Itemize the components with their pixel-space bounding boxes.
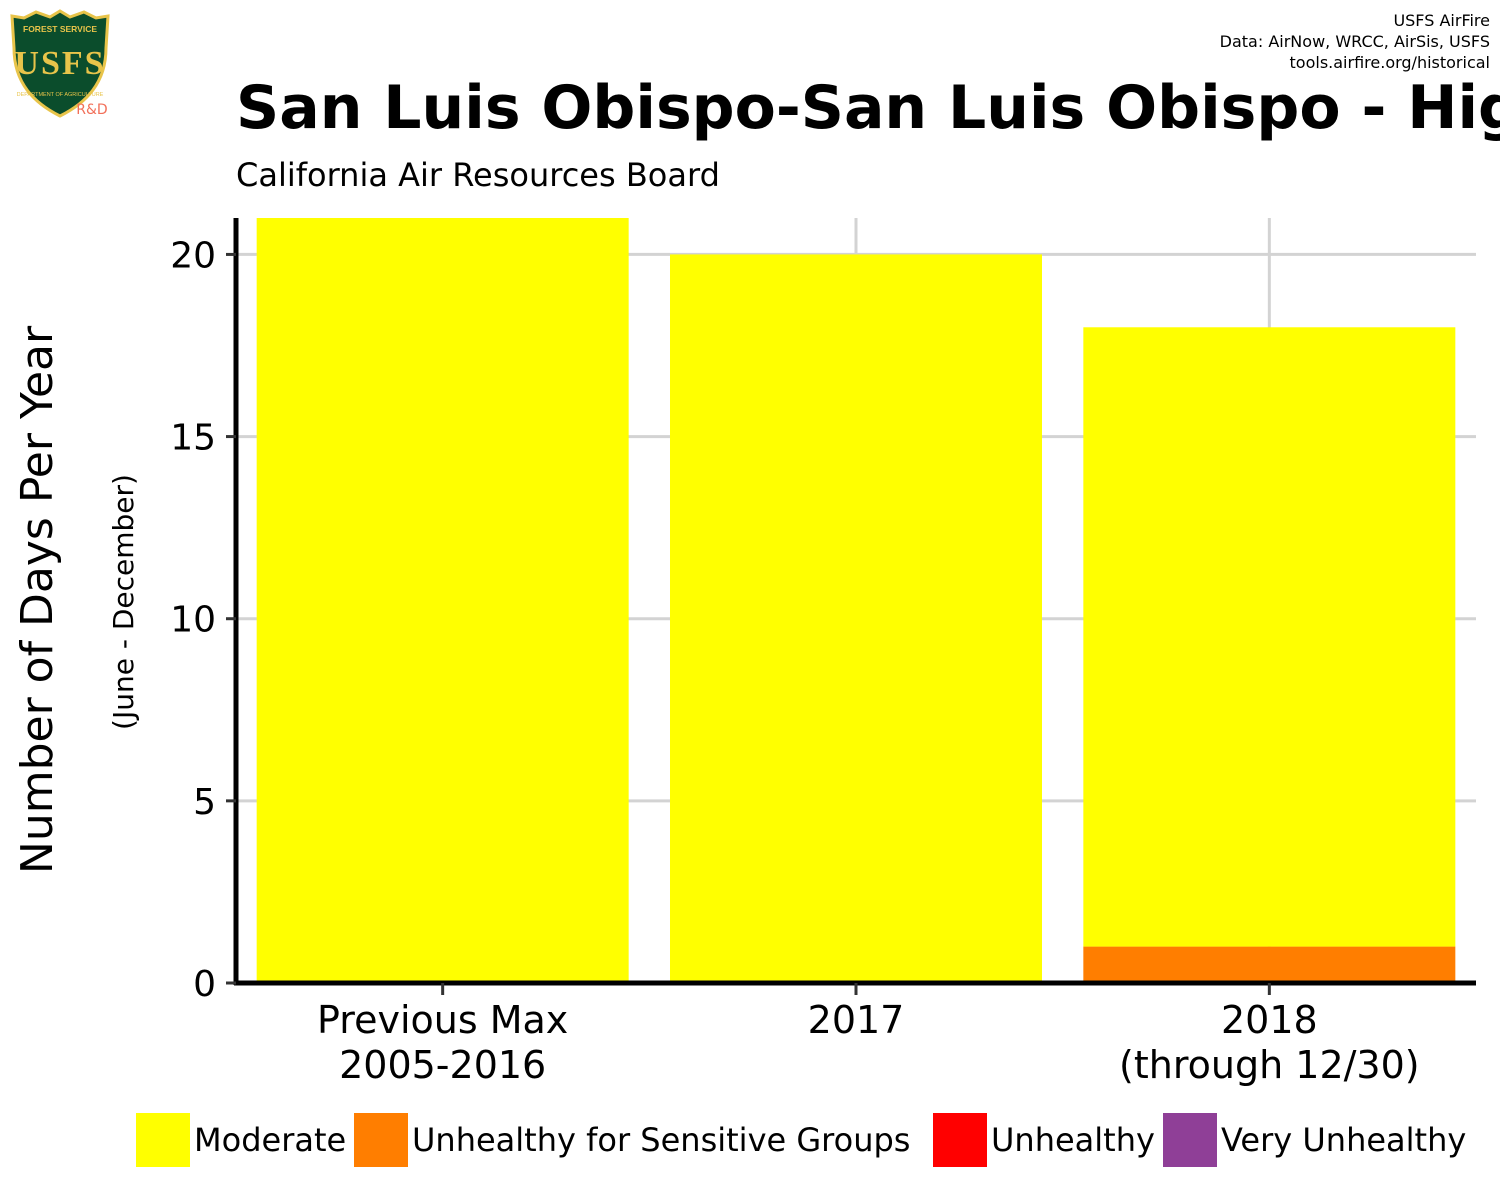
y-tick-label: 15 [170,418,216,459]
x-tick-label: 2017 [808,998,905,1042]
credit-line: tools.airfire.org/historical [1289,53,1490,72]
legend-swatch [933,1113,987,1167]
credits: USFS AirFire Data: AirNow, WRCC, AirSis,… [1220,10,1490,73]
bar-segment [670,254,1042,983]
legend-item: Moderate [136,1112,346,1168]
legend-label: Moderate [194,1121,347,1159]
y-tick-label: 5 [193,782,216,823]
legend-item: Unhealthy for Sensitive Groups [354,1112,910,1168]
legend: Moderate Unhealthy for Sensitive Groups Un… [0,1112,1500,1172]
y-tick-label: 10 [170,600,216,641]
y-axis-subtitle: (June - December) [107,474,140,730]
legend-swatch [1163,1113,1217,1167]
chart-subtitle: California Air Resources Board [236,156,720,194]
logo-top-text: FOREST SERVICE [23,24,97,34]
legend-item: Very Unhealthy [1163,1112,1466,1168]
logo-rd-tag: R&D [76,102,107,118]
y-tick-label: 0 [193,964,216,1005]
legend-item: Unhealthy [933,1112,1155,1168]
y-axis-title: Number of Days Per Year [12,325,63,874]
legend-swatch [354,1113,408,1167]
credit-line: Data: AirNow, WRCC, AirSis, USFS [1219,32,1490,51]
logo-main-text: USFS [14,45,105,82]
credit-line: USFS AirFire [1393,11,1490,30]
bar-segment [1083,946,1456,983]
x-tick-label: (through 12/30) [1119,1043,1420,1087]
usfs-logo: FOREST SERVICE USFS DEPARTMENT OF AGRICU… [10,9,110,118]
legend-label: Unhealthy [991,1121,1155,1159]
bar-segment [1083,327,1456,947]
legend-swatch [136,1113,190,1167]
bar-segment [256,218,629,983]
y-tick-label: 20 [170,235,216,276]
x-tick-label: 2018 [1221,998,1318,1042]
shield-icon [10,9,110,118]
x-tick-label: 2005-2016 [339,1043,546,1087]
logo-bottom-text: DEPARTMENT OF AGRICULTURE [17,92,104,98]
legend-label: Unhealthy for Sensitive Groups [412,1121,911,1159]
chart-title: San Luis Obispo-San Luis Obispo - Higu [236,73,1500,143]
legend-label: Very Unhealthy [1221,1121,1467,1159]
x-tick-label: Previous Max [317,998,568,1042]
